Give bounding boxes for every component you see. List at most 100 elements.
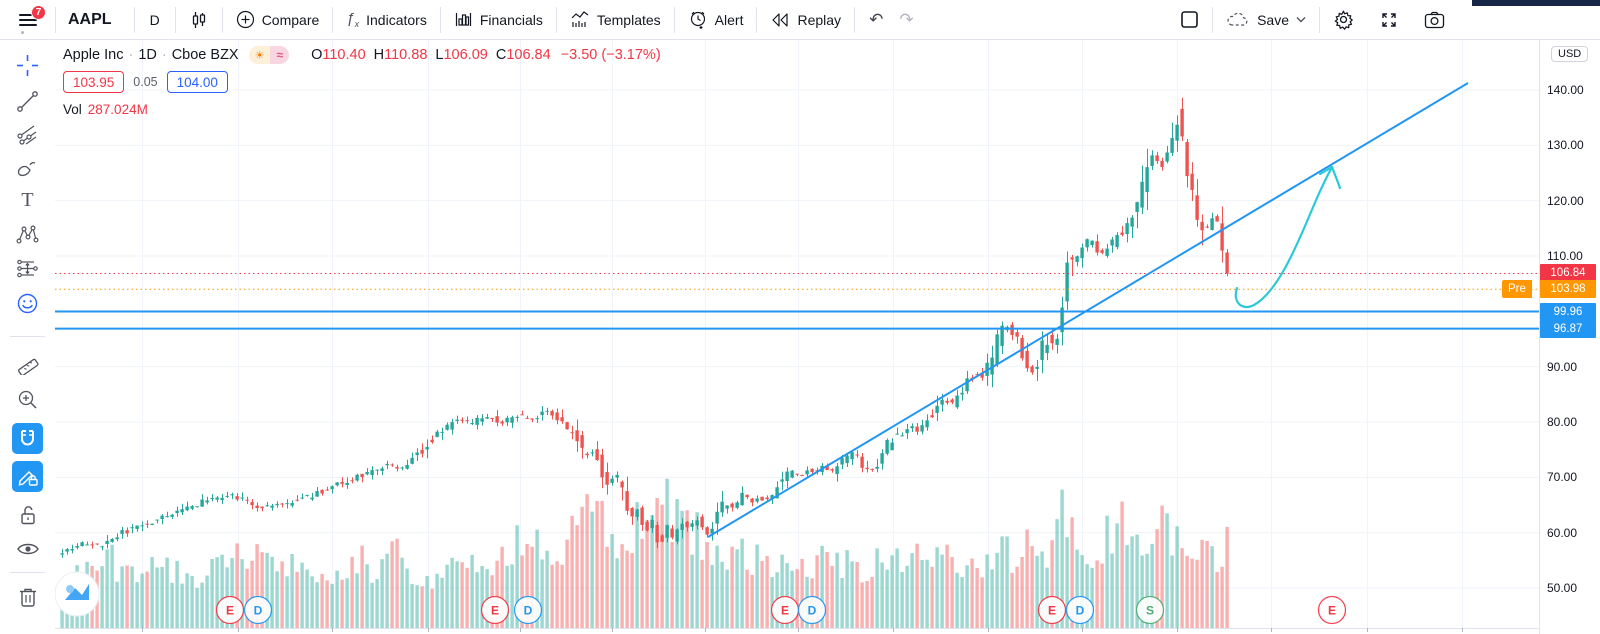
templates-button[interactable]: Templates <box>557 0 674 40</box>
save-button[interactable]: Save <box>1213 0 1319 40</box>
alert-button[interactable]: Alert <box>675 0 757 40</box>
svg-text:E: E <box>1328 604 1336 618</box>
price-tick-label: 90.00 <box>1547 359 1578 374</box>
smiley-icon <box>17 293 38 314</box>
price-tick-label: 70.00 <box>1547 470 1578 485</box>
lock-drawings-button[interactable] <box>12 499 43 530</box>
sell-button[interactable]: 103.95 <box>63 71 125 93</box>
ruler-icon <box>17 358 39 375</box>
cloud-icon <box>1227 12 1248 26</box>
pencil-lock-icon <box>18 470 38 486</box>
crosshair-icon <box>17 55 38 76</box>
price-tick-label: 140.00 <box>1547 83 1584 97</box>
currency-badge[interactable]: USD <box>1551 46 1589 62</box>
settings-button[interactable] <box>1320 0 1367 40</box>
drawing-mode-lock-button[interactable] <box>12 461 43 492</box>
redo-button[interactable]: ↷ <box>899 9 914 29</box>
replay-button[interactable]: Replay <box>757 0 854 40</box>
trash-icon <box>19 588 36 607</box>
long-position-icon <box>17 259 38 278</box>
premarket-price-tag-prefix: Pre <box>1502 280 1532 299</box>
replay-rewind-icon <box>772 12 789 27</box>
trendline-tool-button[interactable] <box>12 86 43 117</box>
magnet-icon <box>21 430 34 446</box>
price-tick-label: 130.00 <box>1547 138 1584 153</box>
xabcd-pattern-icon <box>16 225 39 244</box>
text-tool-icon: T <box>21 189 34 211</box>
remove-drawings-button[interactable] <box>12 581 43 612</box>
svg-text:E: E <box>491 604 499 618</box>
zoom-in-tool-button[interactable] <box>12 384 43 415</box>
main-menu-button[interactable]: 7 <box>0 0 55 40</box>
fullscreen-icon <box>1382 12 1396 27</box>
premarket-sun-icon: ☀ <box>248 46 271 64</box>
fullscreen-button[interactable] <box>1367 0 1411 40</box>
delayed-data-icon: ≈ <box>270 46 290 64</box>
price-tag-96.87: 96.87 <box>1540 319 1596 338</box>
market-status-pill[interactable]: ☀ ≈ <box>248 46 290 64</box>
crosshair-tool-button[interactable] <box>12 50 43 81</box>
chevron-down-icon <box>1296 17 1306 23</box>
indicators-button[interactable]: ƒx Indicators <box>346 10 427 29</box>
layout-button[interactable] <box>1167 0 1212 40</box>
buy-button[interactable]: 104.00 <box>166 71 228 93</box>
curved-arrow-drawing[interactable] <box>1234 165 1342 309</box>
tradingview-logo[interactable] <box>55 571 100 617</box>
browser-edge-strip <box>1472 0 1600 6</box>
templates-icon <box>571 11 589 27</box>
price-tick-label: 80.00 <box>1547 415 1578 429</box>
price-tag-106.84: 106.84 <box>1540 264 1596 283</box>
svg-text:E: E <box>1048 604 1056 618</box>
menu-dot <box>21 30 24 34</box>
price-tag-99.96: 99.96 <box>1540 302 1596 321</box>
candlestick-icon <box>192 11 205 28</box>
financials-button[interactable]: Financials <box>441 0 556 40</box>
brush-icon <box>17 161 36 177</box>
svg-text:E: E <box>226 604 234 618</box>
brush-tool-button[interactable] <box>12 152 43 183</box>
price-tick-label: 50.00 <box>1547 581 1578 595</box>
trendline-drawing[interactable] <box>707 82 1469 538</box>
pitchfork-icon <box>17 125 37 145</box>
text-tool-button[interactable]: T <box>12 185 43 216</box>
camera-icon <box>1424 11 1445 28</box>
svg-text:D: D <box>1076 604 1085 618</box>
pitchfork-tool-button[interactable] <box>12 119 43 150</box>
projection-tool-button[interactable] <box>12 253 43 284</box>
svg-text:D: D <box>524 604 533 618</box>
emoji-tool-button[interactable] <box>12 288 43 319</box>
legend-exchange[interactable]: Cboe BZX <box>171 47 239 63</box>
pattern-tool-button[interactable] <box>12 219 43 250</box>
volume-value: 287.024M <box>87 102 148 117</box>
eye-icon <box>16 543 39 554</box>
volume-label: Vol <box>63 102 82 117</box>
spread-value: 0.05 <box>133 75 158 89</box>
hide-drawings-button[interactable] <box>12 533 43 564</box>
symbol-search-button[interactable]: AAPL <box>68 10 112 28</box>
magnet-mode-button[interactable] <box>12 423 43 454</box>
undo-button[interactable]: ↶ <box>869 9 884 29</box>
alert-clock-icon <box>690 11 705 29</box>
ohlc-values: O110.40 H110.88 L106.09 C106.84 <box>311 47 551 63</box>
chart-legend: Apple Inc · 1D · Cboe BZX ☀ ≈ O110.40 H11… <box>63 46 661 117</box>
top-toolbar: 7 AAPL D Compare ƒx Indicators <box>0 0 1600 40</box>
fx-icon: ƒx <box>346 10 360 29</box>
chart-style-button[interactable] <box>176 0 222 40</box>
svg-text:S: S <box>1146 604 1154 618</box>
notification-badge: 7 <box>31 4 46 20</box>
snapshot-button[interactable] <box>1411 0 1458 40</box>
interval-button[interactable]: D <box>149 11 160 28</box>
compare-button[interactable]: Compare <box>223 0 333 40</box>
price-axis[interactable]: USD 140.00 130.00 120.00 110.00 90.00 80.00 70… <box>1539 40 1600 634</box>
measure-tool-button[interactable] <box>12 347 43 378</box>
change-value: −3.50 (−3.17%) <box>560 47 661 63</box>
legend-interval[interactable]: 1D <box>138 47 157 63</box>
symbol-description[interactable]: Apple Inc <box>63 47 124 63</box>
compare-plus-icon <box>236 10 254 29</box>
svg-text:D: D <box>254 604 263 618</box>
level-lines <box>55 272 1539 330</box>
